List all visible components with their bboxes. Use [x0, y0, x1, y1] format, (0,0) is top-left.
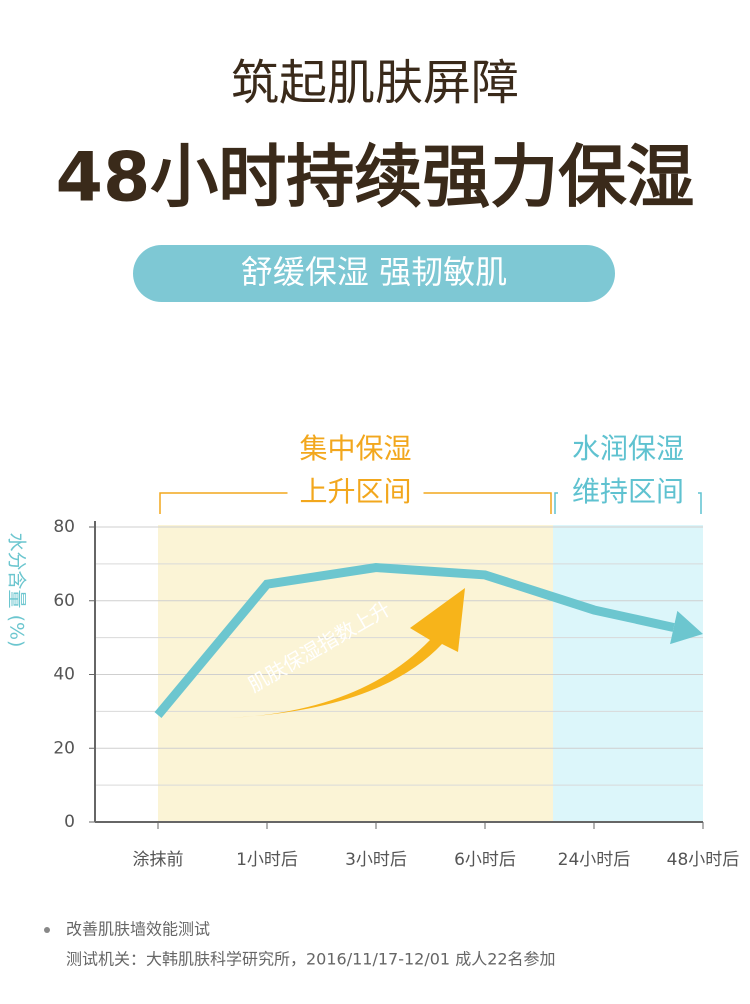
- plot: [154, 563, 703, 718]
- footnote-title: 改善肌肤墙效能测试: [66, 920, 210, 939]
- region-label: 上升区间: [299, 475, 411, 508]
- footnote-detail: 测试机关：大韩肌肤科学研究所，2016/11/17-12/01 成人22名参加: [66, 950, 556, 969]
- region: [553, 525, 703, 822]
- y-tick-label: 60: [53, 591, 75, 611]
- region-label: 集中保湿: [299, 432, 411, 465]
- badge: 舒缓保湿 强韧敏肌: [241, 253, 507, 291]
- rise-arrow: [228, 588, 465, 718]
- line-body: [154, 563, 675, 718]
- y-tick-label: 0: [64, 812, 75, 832]
- bracket: [698, 492, 702, 514]
- headline: 48小时持续强力保湿: [56, 139, 695, 218]
- x-tick-label: 48小时后: [667, 850, 740, 870]
- x-tick-label: 涂抹前: [133, 850, 184, 870]
- x-tick-label: 6小时后: [454, 850, 516, 870]
- line-arrowhead: [670, 610, 703, 645]
- y-tick-label: 80: [53, 517, 75, 537]
- bullet: [44, 927, 50, 933]
- x-tick-label: 1小时后: [236, 850, 298, 870]
- bracket: [423, 492, 552, 514]
- title: 筑起肌肤屏障: [231, 55, 519, 111]
- y-tick-label: 40: [53, 665, 75, 685]
- y-axis-label: 水分含量 (%): [6, 533, 28, 648]
- bracket: [159, 492, 288, 514]
- grid: 0 20 40 60 80 涂抹前 1小时后 3小时后 6小时后 24小时后 48小时后: [53, 517, 739, 870]
- x-tick-label: 24小时后: [558, 850, 631, 870]
- region-label: 维持区间: [572, 475, 684, 508]
- bracket: [554, 492, 558, 514]
- y-tick-label: 20: [53, 738, 75, 758]
- region-label: 水润保湿: [572, 432, 684, 465]
- x-tick-label: 3小时后: [345, 850, 407, 870]
- badge-bg: [133, 245, 615, 302]
